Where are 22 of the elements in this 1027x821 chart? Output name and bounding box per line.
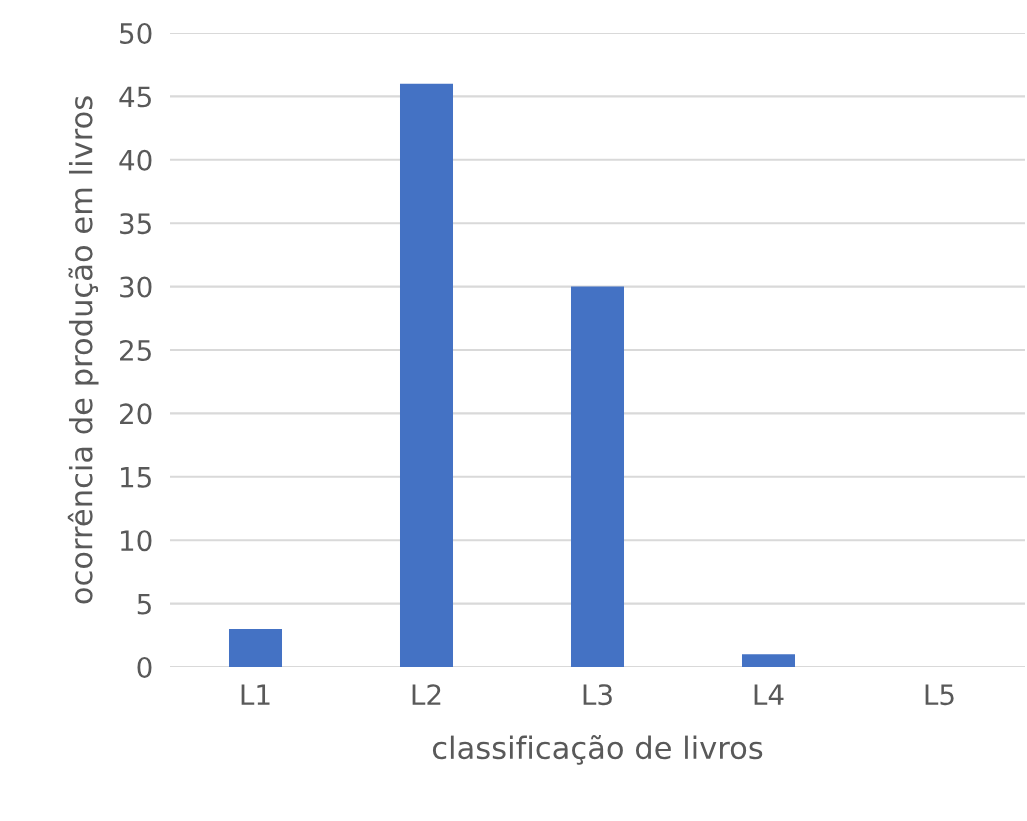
y-tick-label: 50 bbox=[120, 22, 152, 44]
bar bbox=[228, 628, 282, 667]
bar bbox=[741, 654, 795, 667]
x-tick-label: L3 bbox=[583, 684, 612, 706]
y-tick-label: 40 bbox=[119, 149, 152, 171]
x-tick-label: L1 bbox=[241, 684, 270, 705]
y-tick-label: 30 bbox=[120, 276, 152, 298]
bar bbox=[570, 286, 624, 667]
x-tick-label: L4 bbox=[754, 684, 784, 705]
y-tick-label: 0 bbox=[137, 656, 152, 678]
x-tick-label: L5 bbox=[925, 684, 954, 706]
x-tick-label: L2 bbox=[412, 684, 441, 705]
y-tick-label: 45 bbox=[119, 86, 151, 108]
y-tick-label: 20 bbox=[120, 403, 152, 425]
bar bbox=[399, 83, 453, 667]
y-axis-title: ocorrência de produção em livros bbox=[67, 96, 99, 604]
y-tick-label: 15 bbox=[121, 467, 151, 488]
y-tick-label: 10 bbox=[121, 530, 152, 552]
x-axis-title: classificação de livros bbox=[432, 735, 763, 765]
y-tick-label: 35 bbox=[120, 213, 151, 235]
y-tick-label: 5 bbox=[137, 593, 151, 615]
y-tick-label: 25 bbox=[120, 339, 151, 361]
